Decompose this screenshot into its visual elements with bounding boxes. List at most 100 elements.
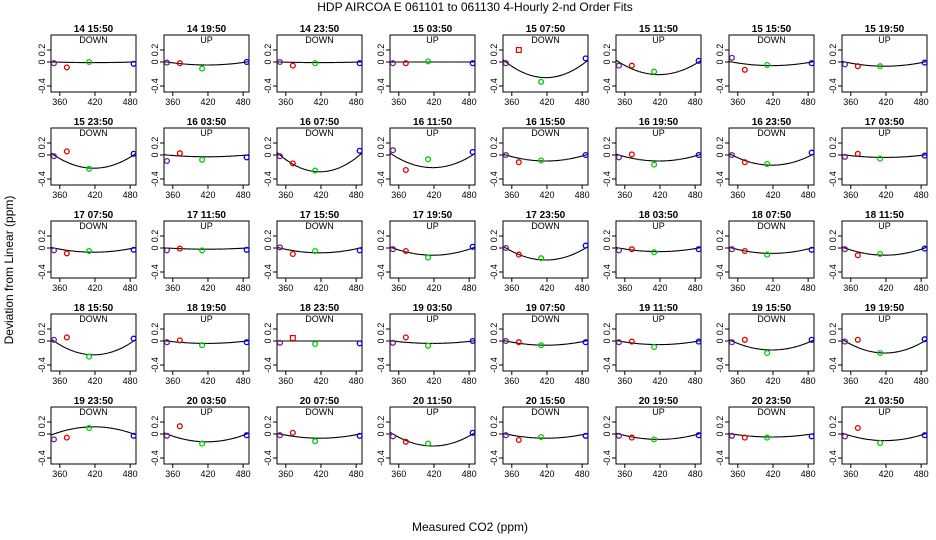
fit-dot bbox=[318, 61, 321, 64]
data-point bbox=[289, 429, 296, 436]
panel-direction-label: DOWN bbox=[305, 314, 334, 324]
x-tick-label: 480 bbox=[349, 469, 364, 479]
data-point bbox=[469, 243, 476, 250]
data-point bbox=[808, 336, 815, 343]
panel-time-label: 17 19:50 bbox=[413, 210, 453, 221]
data-point bbox=[615, 154, 622, 161]
data-point bbox=[615, 247, 622, 254]
panel-time-label: 21 03:50 bbox=[865, 396, 905, 407]
x-tick-label: 420 bbox=[200, 376, 215, 386]
panel-time-label: 18 15:50 bbox=[74, 303, 114, 314]
y-tick-label: 0 bbox=[263, 245, 273, 250]
fit-curve bbox=[163, 432, 250, 443]
data-point bbox=[163, 247, 170, 254]
x-tick-label: 360 bbox=[843, 97, 858, 107]
fit-curve bbox=[50, 152, 137, 169]
data-point bbox=[389, 147, 396, 154]
y-tick-label: -0.4 bbox=[489, 171, 499, 187]
data-point bbox=[425, 156, 432, 163]
panel-direction-label: DOWN bbox=[531, 221, 560, 231]
y-tick-label: 0 bbox=[602, 59, 612, 64]
x-tick-label: 480 bbox=[688, 469, 703, 479]
panel-time-label: 18 11:50 bbox=[865, 210, 904, 221]
x-tick-label: 360 bbox=[391, 190, 406, 200]
panel-direction-label: DOWN bbox=[531, 407, 560, 417]
fit-dot bbox=[903, 156, 906, 158]
panel-direction-label: UP bbox=[426, 221, 439, 231]
fit-dot bbox=[883, 254, 886, 256]
data-point bbox=[877, 250, 884, 258]
panel-direction-label: DOWN bbox=[305, 407, 334, 417]
data-point bbox=[808, 60, 815, 67]
y-tick-label: -0.4 bbox=[376, 450, 386, 466]
panel-direction-label: DOWN bbox=[531, 128, 560, 138]
fit-dot bbox=[790, 435, 793, 438]
y-tick-label: -0.4 bbox=[828, 357, 838, 373]
x-tick-label: 480 bbox=[575, 469, 590, 479]
x-tick-label: 420 bbox=[426, 469, 441, 479]
y-tick-label: 0.2 bbox=[376, 44, 386, 57]
panel-direction-label: DOWN bbox=[79, 35, 108, 45]
fit-dot bbox=[318, 171, 321, 173]
y-tick-label: 0.2 bbox=[37, 230, 47, 243]
y-tick-label: 0.2 bbox=[828, 137, 838, 150]
fit-dot bbox=[864, 156, 866, 158]
fit-curve bbox=[389, 152, 476, 169]
data-point bbox=[695, 246, 702, 253]
data-point bbox=[741, 159, 748, 166]
fit-dot bbox=[751, 435, 753, 438]
data-point bbox=[243, 432, 250, 439]
fit-dot bbox=[112, 164, 115, 166]
fit-curve bbox=[615, 153, 702, 162]
x-tick-label: 420 bbox=[878, 97, 893, 107]
y-tick-label: 0.2 bbox=[489, 323, 499, 336]
data-point bbox=[728, 432, 735, 439]
data-point bbox=[86, 165, 93, 172]
fit-dot bbox=[638, 437, 640, 439]
fit-curve bbox=[615, 432, 702, 440]
data-point bbox=[130, 335, 137, 342]
data-point bbox=[425, 440, 432, 447]
fit-dot bbox=[677, 249, 680, 252]
y-tick-label: 0.2 bbox=[828, 416, 838, 429]
x-tick-label: 480 bbox=[462, 97, 477, 107]
x-tick-label: 480 bbox=[236, 97, 251, 107]
x-tick-label: 420 bbox=[313, 376, 328, 386]
y-tick-label: 0 bbox=[376, 431, 386, 436]
y-tick-label: -0.4 bbox=[37, 450, 47, 466]
x-tick-label: 480 bbox=[801, 376, 816, 386]
fit-dot bbox=[751, 63, 753, 66]
data-point bbox=[877, 349, 884, 357]
x-tick-label: 360 bbox=[278, 97, 293, 107]
y-tick-label: 0 bbox=[489, 245, 499, 250]
fit-dot bbox=[412, 163, 414, 166]
data-point bbox=[538, 78, 545, 85]
x-tick-label: 480 bbox=[914, 469, 929, 479]
data-point bbox=[312, 167, 319, 174]
x-tick-label: 360 bbox=[165, 283, 180, 293]
x-tick-label: 420 bbox=[765, 190, 780, 200]
y-tick-label: -0.4 bbox=[602, 171, 612, 187]
fit-dot bbox=[864, 64, 866, 66]
fit-dot bbox=[657, 343, 660, 346]
panel-direction-label: UP bbox=[200, 128, 213, 138]
y-tick-label: -0.4 bbox=[489, 357, 499, 373]
panel-direction-label: UP bbox=[878, 128, 891, 138]
data-point bbox=[176, 150, 183, 157]
data-point bbox=[741, 247, 748, 255]
fit-dot bbox=[299, 61, 301, 64]
panel-frame bbox=[841, 313, 928, 372]
fit-dot bbox=[225, 155, 228, 158]
y-tick-label: -0.4 bbox=[489, 450, 499, 466]
x-tick-label: 420 bbox=[539, 190, 554, 200]
panel-direction-label: UP bbox=[878, 407, 891, 417]
data-point bbox=[628, 151, 635, 158]
panel-direction-label: UP bbox=[426, 128, 439, 138]
x-tick-label: 420 bbox=[765, 469, 780, 479]
